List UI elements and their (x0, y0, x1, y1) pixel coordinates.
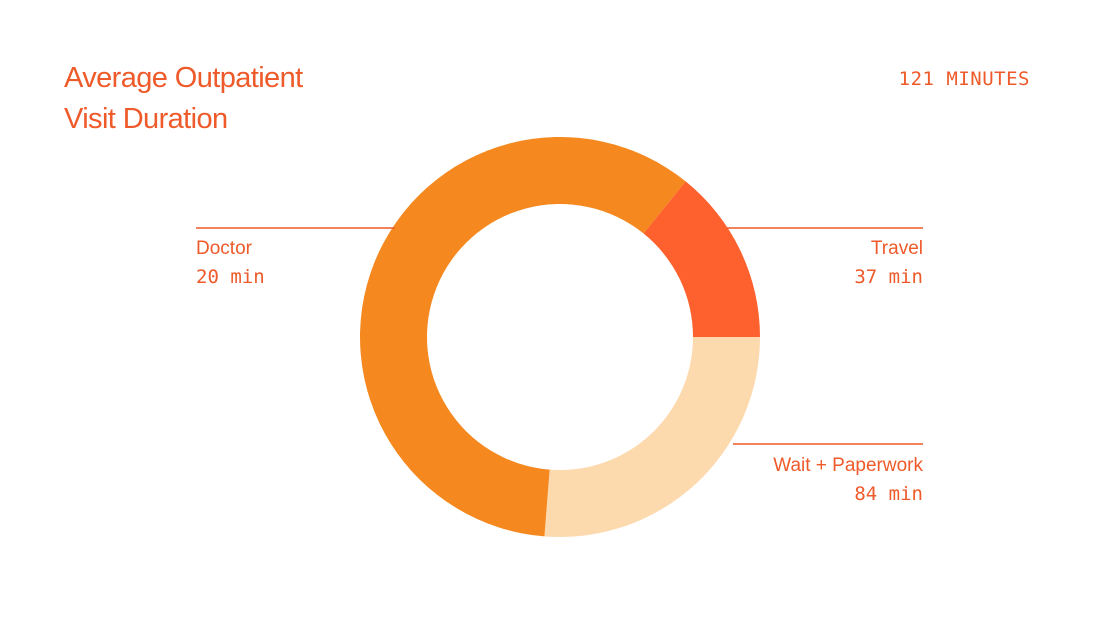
slice-value-travel: 37 min (854, 266, 923, 288)
chart-title-line-2: Visit Duration (64, 103, 228, 135)
slice-value-wait-paperwork: 84 min (854, 483, 923, 505)
donut-slices (359, 136, 760, 537)
chart-title: Average Outpatient Visit Duration (64, 58, 484, 140)
slice-label-wait-paperwork: Wait + Paperwork (773, 455, 923, 476)
slice-doctor (643, 181, 760, 337)
slice-value-doctor: 20 min (196, 266, 265, 288)
slice-wait-paperwork (359, 136, 686, 537)
slice-travel (544, 337, 760, 537)
slice-label-travel: Travel (870, 238, 923, 259)
leader-lines (196, 227, 923, 445)
slice-label-doctor: Doctor (196, 238, 252, 259)
chart-title-line-1: Average Outpatient (64, 62, 303, 94)
total-minutes-label: 121 MINUTES (898, 68, 1030, 90)
